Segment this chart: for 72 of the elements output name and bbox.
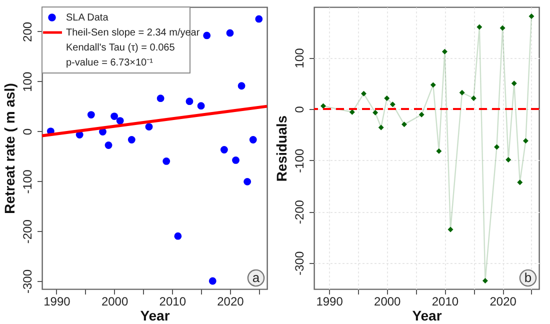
y-tick-label: 0 xyxy=(20,128,34,136)
point xyxy=(203,32,211,40)
y-tick-label: 0 xyxy=(292,106,306,113)
point xyxy=(255,15,263,23)
y-tick-label: -100 xyxy=(20,169,34,194)
point xyxy=(220,146,228,154)
point xyxy=(186,98,194,106)
y-tick-label: -100 xyxy=(292,148,306,173)
y-tick-label: -200 xyxy=(20,219,34,244)
point xyxy=(145,123,153,130)
point xyxy=(244,178,252,186)
point xyxy=(442,48,448,54)
x-axis-title: Year xyxy=(412,308,442,324)
point xyxy=(476,24,482,30)
annotation: Kendall's Tau (τ) = 0.065 xyxy=(66,42,176,54)
x-tick-label: 2010 xyxy=(432,294,459,308)
point xyxy=(361,90,366,96)
point xyxy=(320,103,326,109)
point xyxy=(116,117,124,124)
annotation: p-value = 6.73×10⁻¹ xyxy=(66,58,154,68)
point xyxy=(378,124,384,130)
x-tick-label: 2000 xyxy=(101,294,128,308)
point xyxy=(87,111,95,119)
point xyxy=(197,102,205,110)
point xyxy=(372,110,378,116)
point xyxy=(238,82,246,90)
x-tick-label: 2020 xyxy=(217,294,244,308)
legend-label: Theil-Sen slope = 2.34 m/year xyxy=(66,28,200,38)
point xyxy=(448,226,454,232)
point xyxy=(494,144,500,150)
x-tick-label: 2020 xyxy=(490,294,517,308)
x-tick-label: 2000 xyxy=(374,294,402,308)
point xyxy=(104,142,112,149)
y-tick-label: -300 xyxy=(292,251,306,276)
point xyxy=(418,112,424,118)
point xyxy=(156,94,164,102)
legend-label: SLA Data xyxy=(66,12,109,24)
point xyxy=(174,232,182,240)
point xyxy=(249,136,257,144)
x-tick-label: 2010 xyxy=(159,294,186,308)
y-tick-label: 100 xyxy=(292,48,306,68)
point xyxy=(528,13,534,19)
x-tick-label: 1990 xyxy=(44,294,71,308)
point xyxy=(162,158,170,165)
y-axis-title: Retreat rate ( m asl) xyxy=(2,83,18,214)
point xyxy=(390,102,396,108)
point xyxy=(517,180,523,186)
y-tick-label: 100 xyxy=(20,72,34,92)
point xyxy=(384,96,390,102)
point xyxy=(436,148,442,154)
point xyxy=(482,278,488,284)
y-tick-label: 200 xyxy=(20,22,34,42)
point xyxy=(208,277,216,285)
point xyxy=(500,25,506,31)
y-tick-label: -300 xyxy=(20,269,34,294)
point xyxy=(459,90,465,96)
point xyxy=(110,112,118,120)
x-axis-title: Year xyxy=(140,308,170,324)
point xyxy=(226,29,234,37)
point xyxy=(128,136,136,144)
annotation: b xyxy=(524,270,532,285)
annotation: a xyxy=(252,270,260,285)
point xyxy=(470,96,476,102)
x-tick-label: 1990 xyxy=(316,294,344,308)
point xyxy=(506,157,512,163)
point xyxy=(511,80,517,86)
point xyxy=(522,138,528,144)
point xyxy=(430,82,436,88)
point xyxy=(401,122,407,128)
y-axis-title: Residuals xyxy=(274,115,290,182)
y-tick-label: -200 xyxy=(292,200,306,224)
point xyxy=(232,156,240,164)
